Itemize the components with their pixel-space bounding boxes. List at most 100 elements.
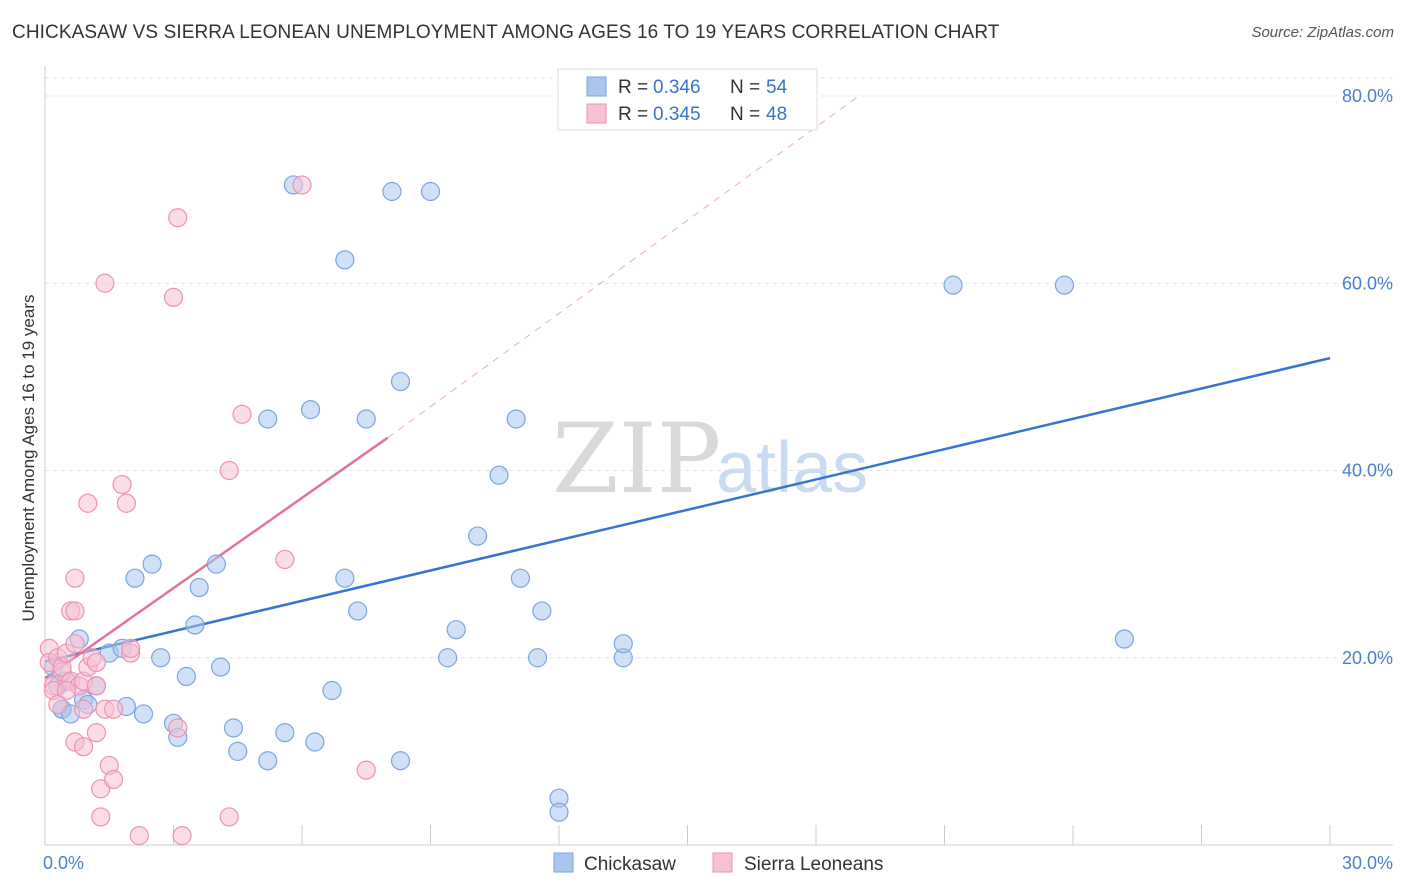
point-sierra-leoneans-37 [172, 826, 192, 846]
point-sierra-leoneans-39 [219, 807, 239, 827]
point-sierra-leoneans-40 [232, 404, 252, 424]
watermark-atlas: atlas [716, 428, 868, 508]
point-chickasaw-13 [125, 568, 145, 588]
point-sierra-leoneans-46 [48, 694, 68, 715]
point-chickasaw-50 [549, 802, 569, 822]
point-sierra-leoneans-11 [65, 601, 85, 621]
point-chickasaw-15 [142, 554, 162, 574]
point-chickasaw-55 [1114, 629, 1135, 649]
point-chickasaw-16 [151, 648, 171, 668]
point-chickasaw-27 [258, 751, 278, 771]
point-sierra-leoneans-33 [121, 638, 141, 658]
point-chickasaw-48 [532, 601, 552, 621]
legend-r-value-2: 0.345 [653, 104, 701, 125]
gridlines [45, 77, 1393, 659]
point-chickasaw-44 [489, 465, 509, 485]
point-sierra-leoneans-21 [86, 652, 107, 673]
point-sierra-leoneans-31 [116, 493, 136, 513]
point-sierra-leoneans-16 [73, 699, 94, 719]
point-chickasaw-21 [189, 577, 209, 598]
point-chickasaw-26 [258, 409, 278, 429]
legend-n-value-1: 54 [766, 77, 788, 98]
point-chickasaw-20 [185, 615, 205, 635]
point-chickasaw-22 [206, 554, 226, 574]
axes: 20.0% 40.0% 60.0% 80.0% [44, 66, 1393, 846]
point-chickasaw-42 [446, 620, 466, 640]
y-tick-label-40: 40.0% [1342, 461, 1393, 481]
point-chickasaw-36 [356, 409, 376, 429]
point-sierra-leoneans-38 [219, 460, 239, 481]
point-sierra-leoneans-43 [356, 760, 376, 780]
point-chickasaw-38 [390, 371, 411, 392]
point-sierra-leoneans-12 [65, 634, 85, 654]
point-chickasaw-52 [613, 634, 633, 654]
point-sierra-leoneans-42 [292, 175, 312, 195]
point-sierra-leoneans-35 [168, 208, 188, 228]
legend-swatch-chickasaw [586, 76, 607, 97]
y-tick-label-80: 80.0% [1342, 86, 1393, 106]
bottom-legend-label-chickasaw: Chickasaw [584, 854, 676, 875]
watermark-zip: ZIP [552, 403, 721, 515]
legend-n-label-1: N = [730, 77, 760, 98]
bottom-legend-label-sierra-leoneans: Sierra Leoneans [744, 854, 883, 875]
point-chickasaw-32 [322, 680, 342, 701]
bottom-legend: Chickasaw Sierra Leoneans [553, 852, 883, 875]
x-tick-max: 30.0% [1342, 853, 1393, 873]
point-chickasaw-39 [390, 751, 411, 771]
point-sierra-leoneans-30 [112, 474, 132, 495]
point-sierra-leoneans-45 [56, 680, 77, 701]
point-sierra-leoneans-47 [103, 699, 124, 719]
trend-extension-1 [387, 95, 860, 439]
legend-r-label-1: R = [618, 77, 648, 98]
point-sierra-leoneans-18 [78, 493, 98, 513]
point-sierra-leoneans-34 [163, 287, 184, 307]
x-tick-min: 0.0% [43, 853, 84, 873]
point-sierra-leoneans-41 [275, 549, 295, 570]
point-sierra-leoneans-17 [73, 737, 94, 757]
legend-n-value-2: 48 [766, 104, 787, 125]
source-label: Source: ZipAtlas.com [1251, 24, 1394, 41]
point-chickasaw-14 [133, 704, 154, 724]
bottom-legend-swatch-sierra-leoneans [712, 852, 733, 873]
point-chickasaw-33 [335, 568, 355, 588]
chart-title: CHICKASAW VS SIERRA LEONEAN UNEMPLOYMENT… [12, 22, 1000, 43]
point-chickasaw-46 [510, 568, 531, 588]
point-sierra-leoneans-44 [129, 826, 149, 846]
legend-swatch-sierra-leoneans [586, 103, 607, 124]
point-sierra-leoneans-23 [86, 676, 107, 696]
point-chickasaw-43 [468, 526, 488, 546]
point-sierra-leoneans-10 [65, 568, 85, 588]
point-chickasaw-23 [211, 657, 231, 677]
point-sierra-leoneans-24 [91, 807, 111, 827]
point-chickasaw-34 [335, 250, 355, 270]
y-tick-label-20: 20.0% [1342, 648, 1393, 668]
bottom-legend-swatch-chickasaw [553, 852, 574, 873]
point-chickasaw-40 [420, 181, 441, 202]
point-chickasaw-41 [438, 648, 458, 668]
point-sierra-leoneans-36 [168, 718, 188, 738]
point-sierra-leoneans-29 [103, 769, 124, 790]
legend-n-label-2: N = [730, 104, 760, 125]
point-chickasaw-19 [176, 666, 196, 687]
point-chickasaw-45 [506, 409, 526, 429]
trend-line-chickasaw [44, 356, 1331, 663]
y-axis-title: Unemployment Among Ages 16 to 19 years [19, 295, 38, 622]
data-points [39, 175, 1135, 846]
legend-r-label-2: R = [618, 104, 648, 125]
point-sierra-leoneans-22 [86, 723, 107, 743]
point-chickasaw-35 [348, 601, 368, 621]
point-chickasaw-25 [228, 741, 248, 761]
point-chickasaw-37 [382, 181, 402, 202]
point-chickasaw-28 [275, 723, 295, 743]
legend-r-value-1: 0.346 [653, 77, 701, 98]
top-legend: R = 0.346 N = 54 R = 0.345 N = 48 [557, 68, 818, 131]
y-tick-label-60: 60.0% [1342, 273, 1393, 293]
point-sierra-leoneans-27 [95, 273, 115, 293]
point-chickasaw-30 [300, 400, 321, 420]
point-sierra-leoneans-25 [91, 779, 111, 799]
point-chickasaw-47 [527, 648, 548, 668]
trend-lines [44, 95, 1331, 680]
point-chickasaw-31 [305, 732, 325, 752]
point-chickasaw-53 [943, 275, 963, 295]
